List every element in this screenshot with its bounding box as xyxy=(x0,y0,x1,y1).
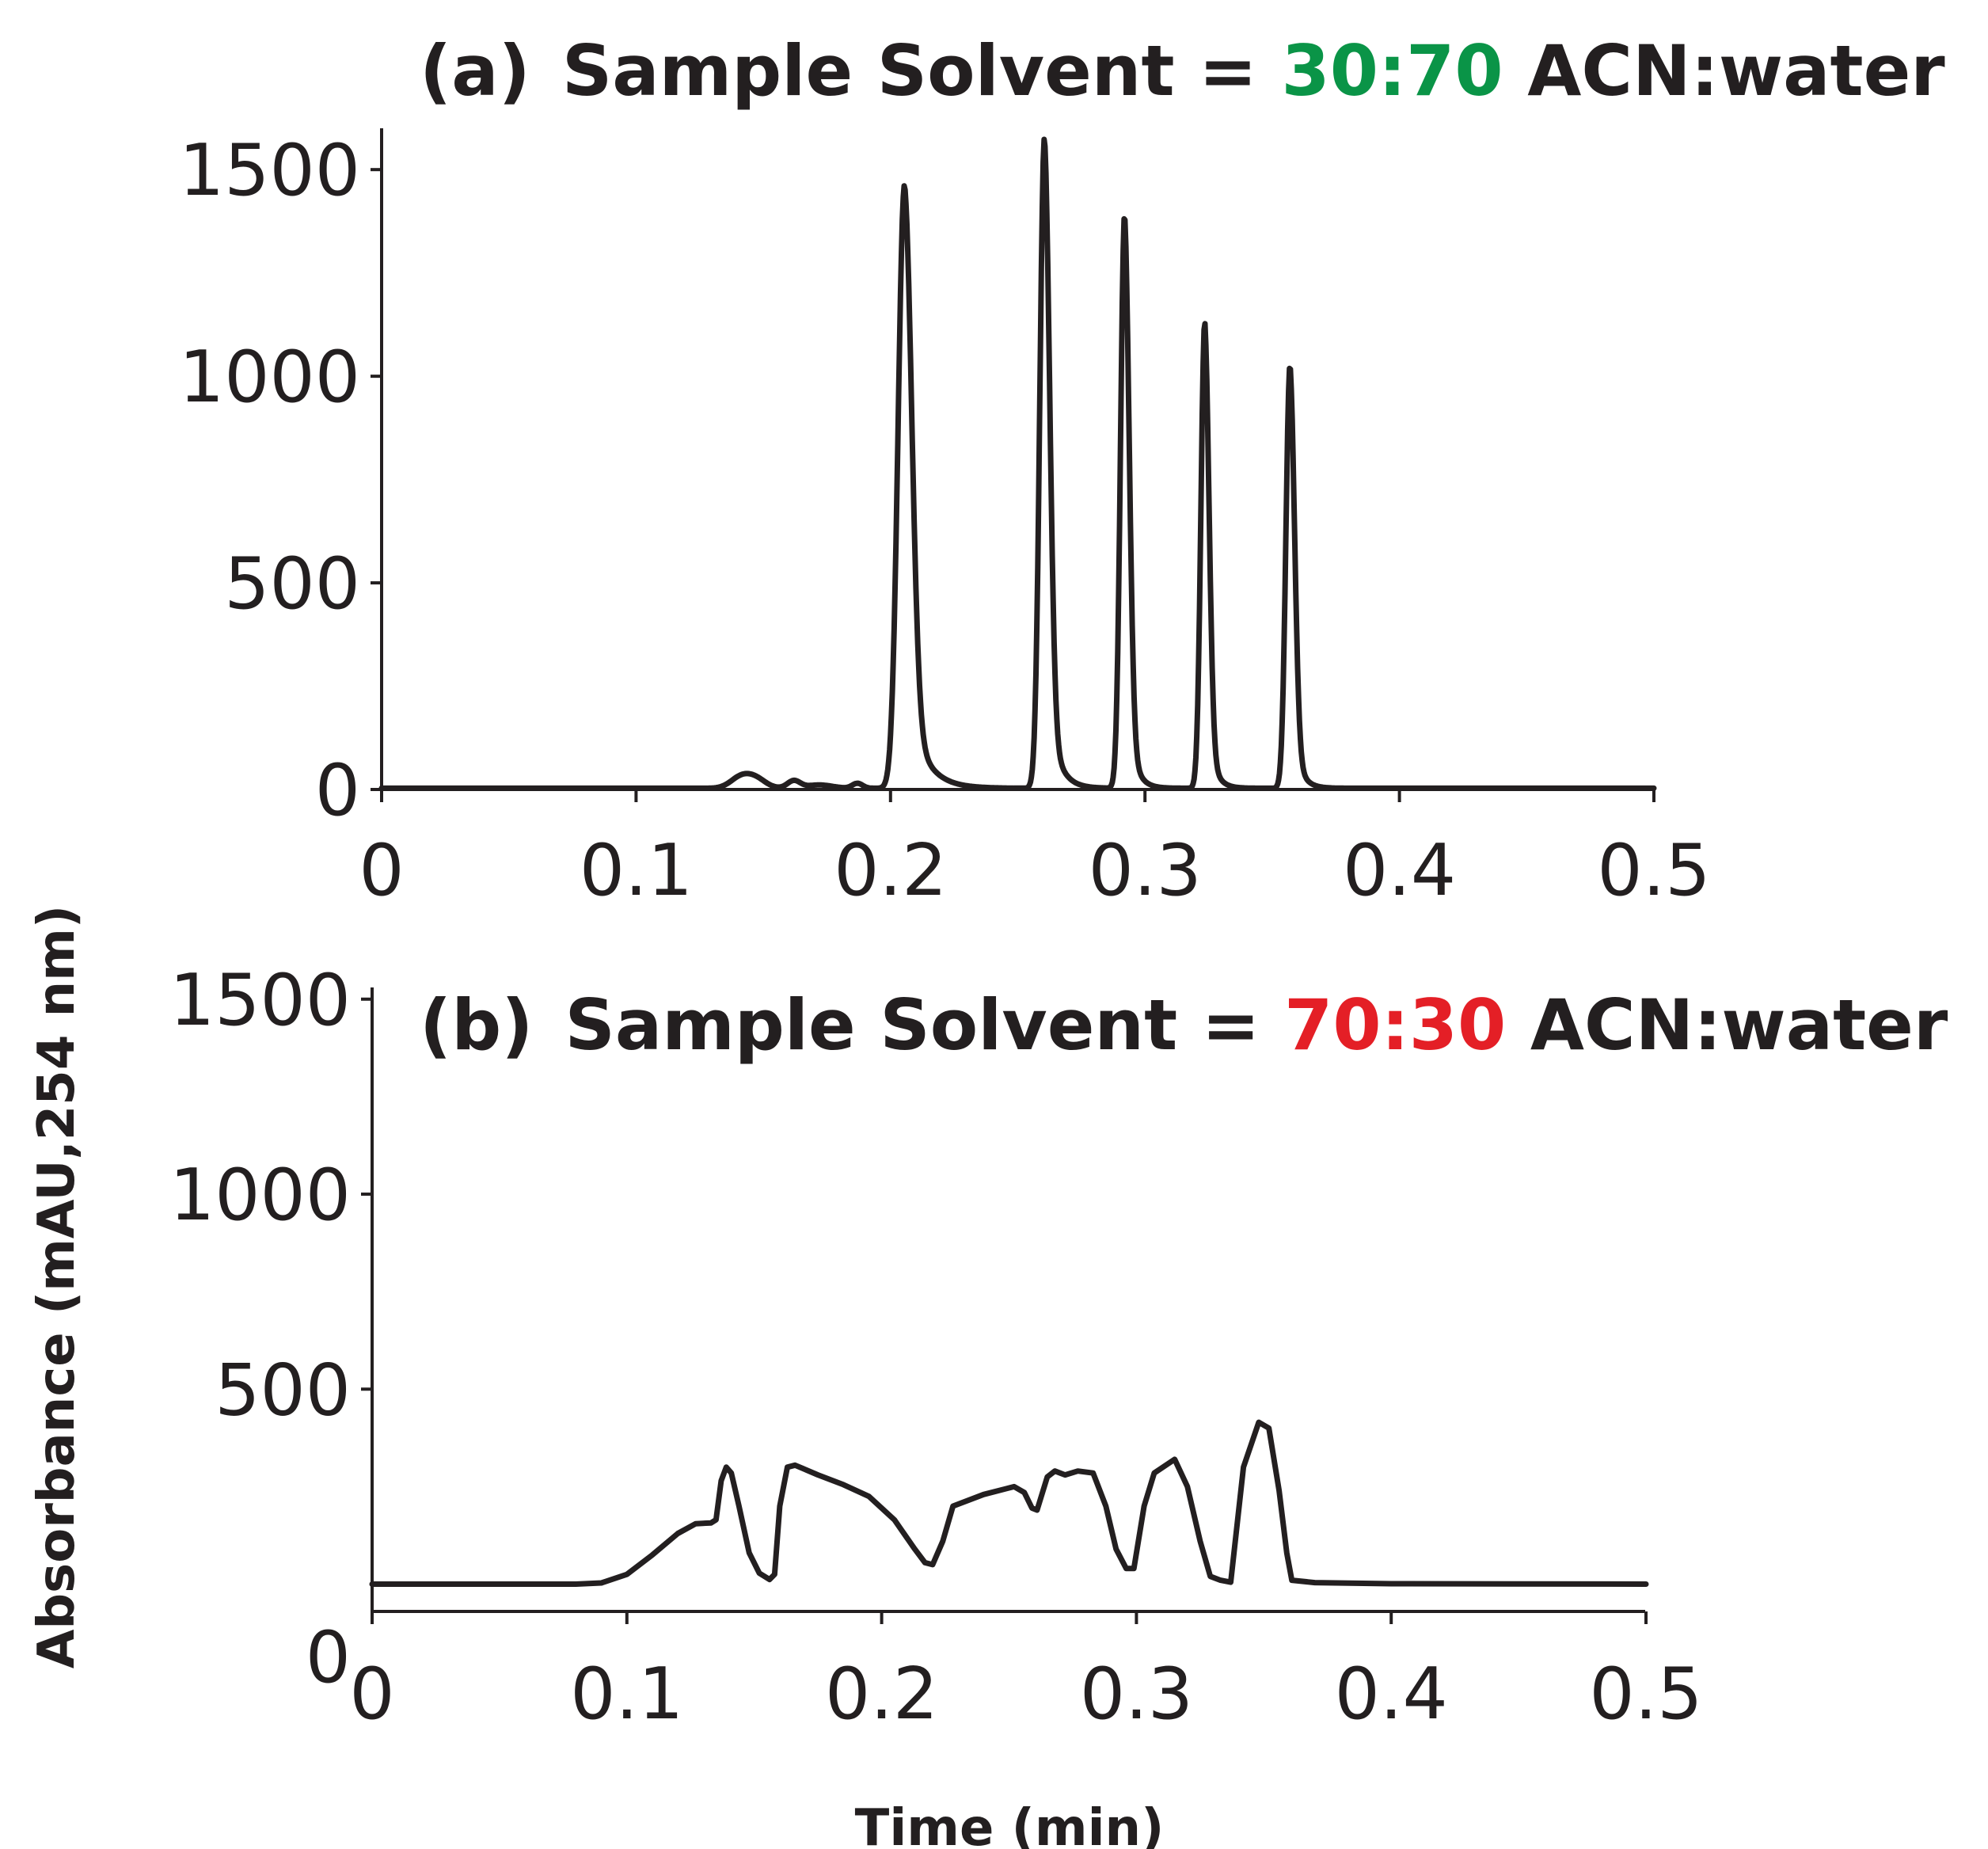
panel-b-trace xyxy=(369,1419,1649,1587)
panel-a-x-tick-label-4: 0.4 xyxy=(1343,829,1456,912)
panel-b-y-tick-label-1: 500 xyxy=(215,1349,351,1432)
panel-a-label: (a) xyxy=(420,30,530,112)
panel-a-y-tick-label-3: 1500 xyxy=(179,129,360,212)
panel-b-y-tick-label-3: 1500 xyxy=(169,959,351,1042)
panel-b-x-tick-label-2: 0.2 xyxy=(825,1653,938,1736)
panel-a-trace xyxy=(378,136,1657,791)
panel-b-title-suffix: ACN:water xyxy=(1506,984,1948,1066)
panel-a-title-suffix: ACN:water xyxy=(1503,30,1946,112)
panel-a-x-tick-label-2: 0.2 xyxy=(834,829,947,912)
panel-a-y-tick-label-0: 0 xyxy=(315,749,360,832)
panel-b-x-tick-label-1: 0.1 xyxy=(570,1653,683,1736)
panel-b-x-tick-label-0: 0 xyxy=(349,1653,394,1736)
panel-a-y-tick-label-2: 1000 xyxy=(179,336,360,419)
panel-b-x-tick-label-5: 0.5 xyxy=(1589,1653,1702,1736)
panel-b-title: (b) Sample Solvent = 70:30 ACN:water xyxy=(420,984,1948,1066)
panel-b-ticks: 0 0.1 0.2 0.3 0.4 0.5 0 500 1000 1500 xyxy=(169,959,1703,1736)
panel-a-x-tick-label-0: 0 xyxy=(359,829,404,912)
panel-b-y-tick-label-0: 0 xyxy=(306,1616,351,1699)
panel-a-x-tick-label-5: 0.5 xyxy=(1597,829,1710,912)
panel-b-x-tick-label-4: 0.4 xyxy=(1335,1653,1448,1736)
panel-a-x-tick-label-3: 0.3 xyxy=(1089,829,1202,912)
panel-a-x-tick-label-1: 0.1 xyxy=(580,829,693,912)
panel-a-title: (a) Sample Solvent = 30:70 ACN:water xyxy=(420,30,1945,112)
panel-b-title-ratio: 70:30 xyxy=(1284,984,1506,1066)
panel-a-y-tick-label-1: 500 xyxy=(224,542,360,626)
panel-a: (a) Sample Solvent = 30:70 ACN:water 0 0.1… xyxy=(179,30,1945,912)
panel-b-title-prefix: Sample Solvent = xyxy=(564,984,1284,1066)
panel-b-x-tick-label-3: 0.3 xyxy=(1080,1653,1193,1736)
panel-b-label: (b) xyxy=(420,984,533,1066)
panel-b: (b) Sample Solvent = 70:30 ACN:water 0 0.1… xyxy=(169,959,1948,1736)
panel-b-y-tick-label-2: 1000 xyxy=(169,1154,351,1237)
panel-a-ticks: 0 0.1 0.2 0.3 0.4 0.5 0 500 1000 1500 xyxy=(179,129,1711,912)
panel-a-title-prefix: Sample Solvent = xyxy=(562,30,1282,112)
x-axis-title: Time (min) xyxy=(855,1799,1165,1849)
panel-a-title-ratio: 30:70 xyxy=(1282,30,1503,112)
y-axis-title: Absorbance (mAU,254 nm) xyxy=(28,905,86,1668)
